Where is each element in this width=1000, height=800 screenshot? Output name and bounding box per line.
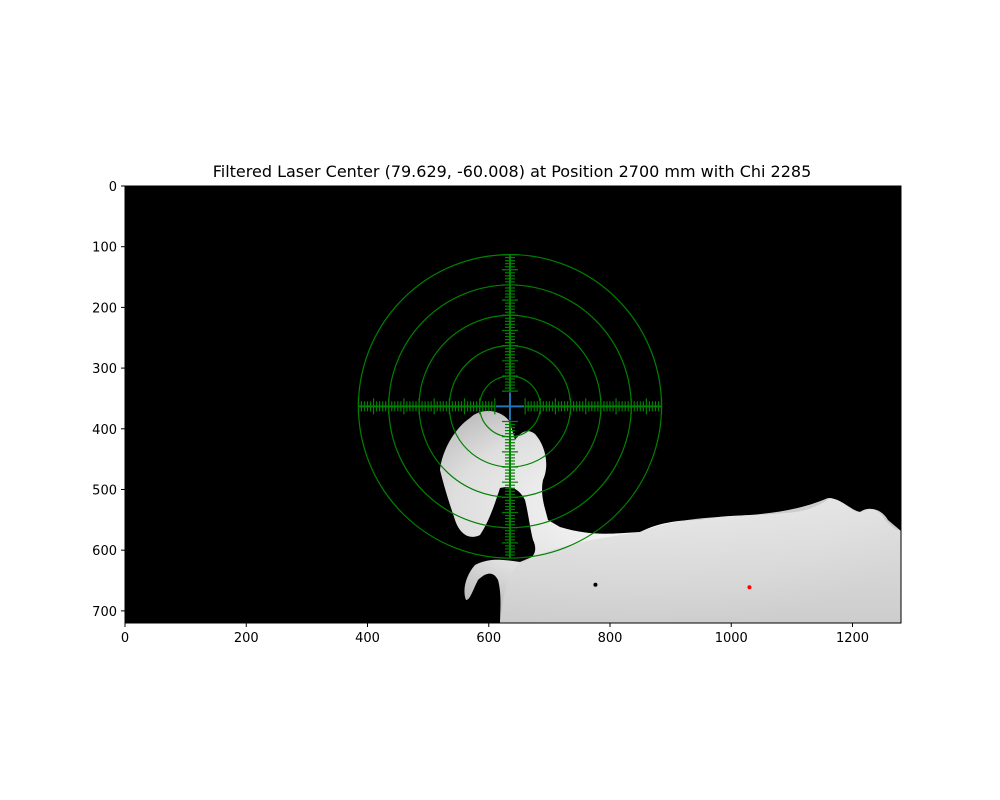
data-point	[593, 582, 598, 587]
y-tick-label: 200	[92, 301, 117, 316]
x-tick-label: 800	[598, 631, 623, 646]
plot-area	[125, 186, 901, 623]
x-tick-label: 1000	[715, 631, 748, 646]
x-tick-label: 0	[121, 631, 129, 646]
y-tick-label: 0	[109, 180, 117, 195]
y-axis: 0 100 200 300 400 500 600 700	[92, 180, 125, 620]
x-tick-label: 600	[476, 631, 501, 646]
y-tick-label: 400	[92, 423, 117, 438]
y-tick-label: 500	[92, 483, 117, 498]
markers	[495, 392, 752, 590]
plot-frame	[124, 185, 902, 624]
x-tick-label: 400	[355, 631, 380, 646]
y-tick-label: 700	[92, 605, 117, 620]
y-tick-label: 300	[92, 362, 117, 377]
target-reticle	[357, 253, 663, 559]
x-axis: 0 200 400 600 800 1000 1200	[121, 623, 869, 646]
x-tick-label: 1200	[836, 631, 869, 646]
data-point	[747, 585, 752, 590]
y-tick-label: 100	[92, 241, 117, 256]
gray-region	[500, 498, 901, 623]
y-tick-label: 600	[92, 544, 117, 559]
chart-title: Filtered Laser Center (79.629, -60.008) …	[213, 162, 812, 181]
x-tick-label: 200	[234, 631, 259, 646]
